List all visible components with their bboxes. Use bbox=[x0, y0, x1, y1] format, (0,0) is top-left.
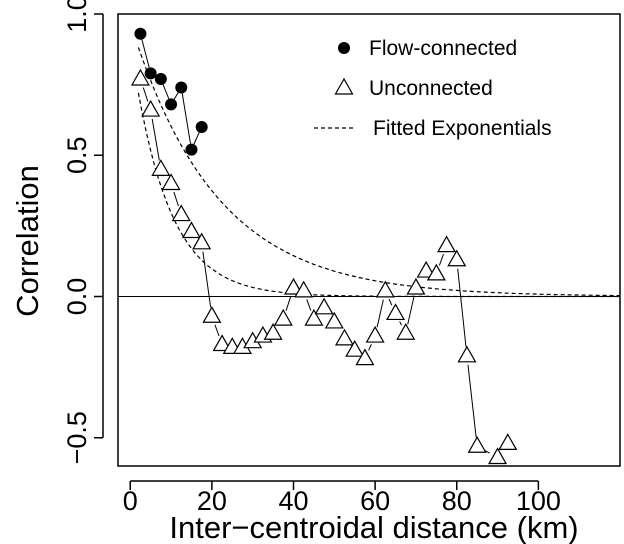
connector-segment bbox=[457, 268, 467, 347]
unconnected-point bbox=[314, 297, 334, 315]
connector-segment bbox=[193, 132, 200, 145]
legend-item-flow-connected: Flow-connected bbox=[338, 37, 517, 60]
legend-label: Flow-connected bbox=[369, 37, 517, 60]
unconnected-point bbox=[263, 323, 283, 340]
unconnected-point bbox=[426, 263, 446, 281]
connector-segment bbox=[142, 87, 149, 102]
connector-segment bbox=[467, 364, 477, 438]
unconnected-point bbox=[141, 99, 161, 117]
connector-segment bbox=[438, 253, 444, 266]
flow-connected-point bbox=[195, 121, 208, 133]
unconnected-point bbox=[304, 308, 324, 326]
unconnected-point bbox=[202, 306, 222, 323]
connector-segment bbox=[214, 324, 220, 337]
legend-label: Unconnected bbox=[369, 77, 493, 100]
unconnected-point bbox=[355, 348, 375, 366]
connector-segment bbox=[407, 296, 415, 325]
axes-layer: 0 20 40 60 80 100 −0.5 0.0 0.5 1.0 bbox=[62, 0, 561, 516]
legend-item-fitted-exponentials: Fitted Exponentials bbox=[314, 117, 552, 140]
flow-connected-point bbox=[134, 27, 147, 40]
unconnected-point bbox=[334, 328, 355, 346]
connector-segment bbox=[388, 298, 393, 306]
fitted-exponential-curve bbox=[137, 47, 620, 297]
unconnected-point bbox=[151, 159, 171, 176]
y-tick-label: 0.0 bbox=[62, 278, 92, 316]
connector-segment bbox=[484, 450, 490, 454]
unconnected-point bbox=[406, 277, 426, 295]
legend-label: Fitted Exponentials bbox=[373, 117, 552, 140]
legend-item-unconnected: Unconnected bbox=[334, 77, 493, 100]
legend: Flow-connected Unconnected Fitted Exponent… bbox=[314, 37, 552, 140]
flow-connected-point bbox=[165, 98, 178, 111]
unconnected-point bbox=[365, 325, 385, 343]
legend-symbol-triangle bbox=[334, 77, 354, 95]
unconnected-point bbox=[375, 280, 395, 298]
connector-segment bbox=[173, 92, 179, 100]
y-tick-label: −0.5 bbox=[62, 411, 92, 464]
flow-connected-point bbox=[144, 67, 157, 80]
connector-segment bbox=[202, 251, 212, 308]
unconnected-point bbox=[488, 447, 508, 465]
unconnected-point bbox=[345, 339, 365, 357]
unconnected-point bbox=[396, 323, 416, 340]
unconnected-point bbox=[447, 249, 467, 267]
flow-connected-point bbox=[185, 143, 198, 156]
connector-segment bbox=[368, 344, 372, 351]
unconnected-point bbox=[498, 433, 518, 450]
unconnected-point bbox=[457, 345, 477, 363]
unconnected-point bbox=[212, 334, 232, 352]
series-layer bbox=[130, 27, 518, 465]
flow-connected-point bbox=[154, 72, 167, 85]
plot-frame bbox=[117, 13, 621, 467]
connector-segment bbox=[306, 299, 312, 311]
unconnected-point bbox=[181, 221, 201, 239]
connector-segment bbox=[151, 118, 160, 161]
connector-segment bbox=[162, 84, 170, 100]
unconnected-point bbox=[385, 303, 406, 321]
connector-segment bbox=[399, 321, 403, 326]
unconnected-point bbox=[416, 260, 436, 278]
connector-segment bbox=[285, 296, 292, 311]
unconnected-point bbox=[294, 280, 314, 298]
x-tick-label: 40 bbox=[278, 486, 308, 516]
x-tick-label: 0 bbox=[123, 486, 138, 516]
x-tick-label: 80 bbox=[442, 486, 472, 516]
unconnected-point bbox=[273, 308, 293, 326]
unconnected-point bbox=[324, 311, 344, 329]
legend-symbol-filled-circle bbox=[338, 42, 350, 54]
unconnected-point bbox=[130, 68, 150, 86]
unconnected-point bbox=[161, 173, 181, 191]
unconnected-point bbox=[467, 436, 487, 453]
y-axis-title: Correlation bbox=[10, 165, 45, 317]
x-tick-label: 100 bbox=[516, 486, 561, 516]
connector-segment bbox=[173, 191, 179, 207]
x-axis-title: Inter−centroidal distance (km) bbox=[169, 510, 578, 544]
x-tick-label: 60 bbox=[360, 486, 390, 516]
connector-segment bbox=[141, 39, 150, 68]
unconnected-point bbox=[283, 277, 304, 295]
unconnected-point bbox=[171, 204, 191, 222]
y-tick-label: 1.0 bbox=[62, 0, 92, 33]
connector-segment bbox=[376, 299, 384, 328]
unconnected-point bbox=[437, 235, 457, 253]
x-tick-label: 20 bbox=[197, 486, 227, 516]
flow-connected-point bbox=[175, 81, 188, 94]
y-tick-label: 0.5 bbox=[62, 136, 92, 174]
unconnected-point bbox=[192, 232, 212, 250]
connector-segment bbox=[181, 93, 191, 144]
